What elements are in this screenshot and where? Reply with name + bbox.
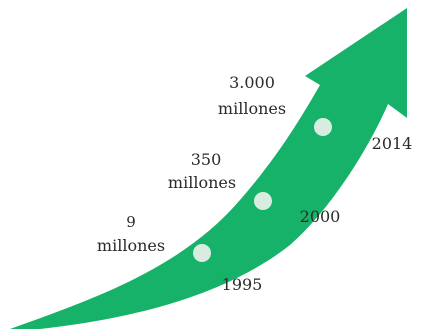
milestone-dot-1995 [193,244,211,262]
growth-arrow [10,8,407,329]
milestone-value-1995-number: 9 [126,213,136,231]
milestone-dot-2000 [254,192,272,210]
milestone-value-2000-number: 350 [191,150,222,169]
milestone-dot-2014 [314,118,332,136]
milestone-year-1995: 1995 [222,275,263,294]
milestone-value-1995-unit: millones [97,236,165,255]
milestone-value-2000-unit: millones [168,173,236,192]
milestone-value-2014-unit: millones [218,99,286,118]
milestone-year-2000: 2000 [300,207,341,226]
milestone-year-2014: 2014 [372,134,413,153]
milestone-value-2014-number: 3.000 [229,73,275,92]
